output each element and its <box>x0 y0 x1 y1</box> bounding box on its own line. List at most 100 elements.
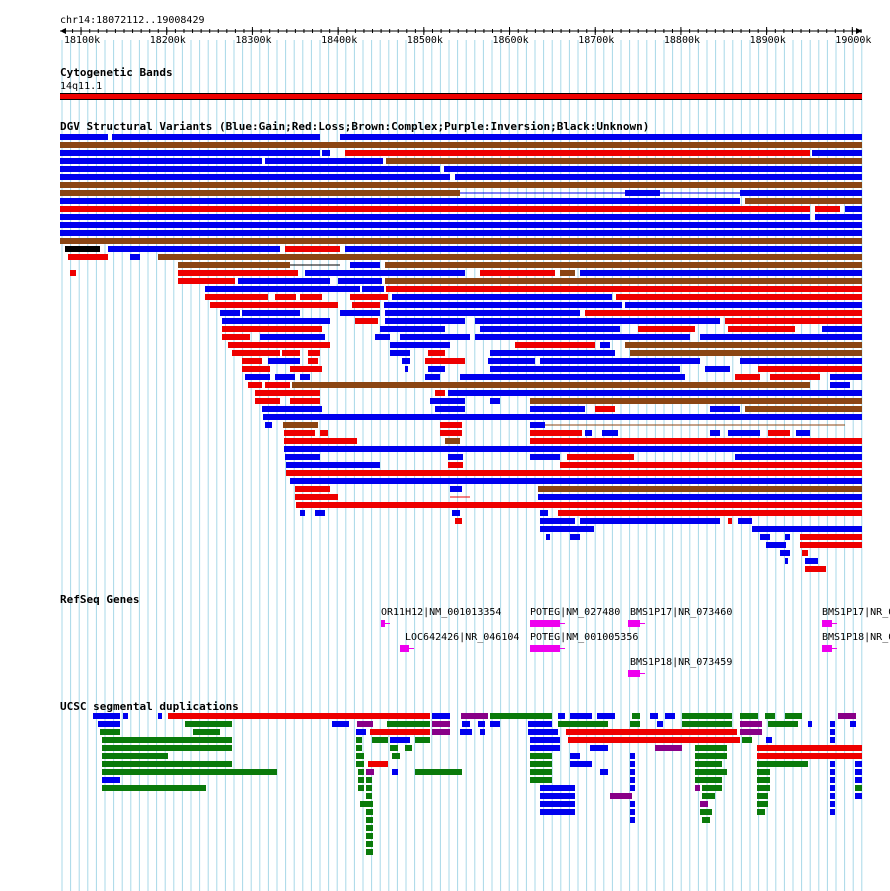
segdup-bar <box>530 753 552 759</box>
segdup-bar <box>757 745 862 751</box>
variant-bar <box>740 190 862 196</box>
segdup-bar <box>695 745 727 751</box>
cytoband-bar[interactable] <box>60 93 862 100</box>
segdup-bar <box>682 721 732 727</box>
variant-bar <box>385 310 580 316</box>
segdup-bar <box>830 777 835 783</box>
segdup-bar <box>102 769 277 775</box>
variant-bar <box>452 510 460 516</box>
segdup-bar <box>540 809 575 815</box>
segdup-bar <box>740 721 762 727</box>
segdup-bar <box>742 737 752 743</box>
segdup-bar <box>366 777 372 783</box>
segdup-bar <box>695 761 722 767</box>
segdup-bar <box>830 737 835 743</box>
segdup-bar <box>357 721 373 727</box>
variant-bar <box>290 398 320 404</box>
gene-label-bms1p18-2[interactable]: BMS1P18|NR_0 <box>822 632 890 643</box>
variant-bar <box>440 430 462 436</box>
segdup-bar <box>460 729 472 735</box>
segdup-bar <box>665 713 675 719</box>
segdup-bar <box>766 737 772 743</box>
segdup-bar <box>392 753 400 759</box>
variant-bar <box>300 294 322 300</box>
variant-bar <box>770 374 820 380</box>
variant-bar <box>386 158 862 164</box>
segdup-bar <box>630 721 640 727</box>
gene-label-poteg-2[interactable]: POTEG|NM_001005356 <box>530 632 639 643</box>
dgv-track-title[interactable]: DGV Structural Variants (Blue:Gain;Red:L… <box>60 120 650 133</box>
refseq-track-title[interactable]: RefSeq Genes <box>60 593 140 606</box>
variant-bar <box>178 270 298 276</box>
segdup-bar <box>360 801 366 807</box>
cytoband-track-title[interactable]: Cytogenetic Bands <box>60 66 173 79</box>
segdup-bar <box>530 769 552 775</box>
variant-bar <box>286 462 380 468</box>
variant-bar <box>745 198 862 204</box>
variant-bar <box>210 302 338 308</box>
segdup-bar <box>432 713 450 719</box>
segdup-bar <box>566 729 737 735</box>
variant-bar <box>530 438 862 444</box>
variant-bar <box>812 150 862 156</box>
variant-bar <box>265 382 290 388</box>
variant-bar <box>585 430 592 436</box>
segdup-bar <box>356 753 364 759</box>
variant-bar <box>60 142 862 148</box>
segdup-track-title[interactable]: UCSC segmental duplications <box>60 700 239 713</box>
segdup-bar <box>390 745 398 751</box>
gene-label-bms1p17-1[interactable]: BMS1P17|NR_073460 <box>630 607 733 618</box>
variant-bar <box>802 550 808 556</box>
segdup-bar <box>630 801 635 807</box>
segdup-bar <box>366 785 372 791</box>
ruler-tick-label: 18800k <box>663 35 701 46</box>
variant-bar <box>455 174 862 180</box>
variant-bar <box>60 198 740 204</box>
variant-bar <box>295 486 330 492</box>
variant-bar <box>540 526 594 532</box>
variant-bar <box>405 366 408 372</box>
variant-bar <box>625 302 862 308</box>
variant-bar <box>255 390 320 396</box>
variant-bar <box>558 510 862 516</box>
variant-bar <box>530 406 585 412</box>
segdup-bar <box>530 745 560 751</box>
variant-bar <box>262 406 322 412</box>
variant-bar <box>766 542 786 548</box>
segdup-bar <box>558 721 608 727</box>
gene-label-bms1p18-1[interactable]: BMS1P18|NR_073459 <box>630 657 733 668</box>
segdup-bar <box>193 729 220 735</box>
variant-bar <box>60 222 862 228</box>
segdup-bar <box>695 777 722 783</box>
variant-bar <box>580 270 862 276</box>
variant-bar <box>530 454 560 460</box>
segdup-bar <box>630 753 635 759</box>
variant-bar <box>283 422 318 428</box>
gene-label-bms1p17-2[interactable]: BMS1P17|NR_0 <box>822 607 890 618</box>
variant-bar <box>158 254 862 260</box>
gene-label-loc642426[interactable]: LOC642426|NR_046104 <box>405 632 520 643</box>
segdup-bar <box>830 785 835 791</box>
variant-bar <box>625 190 660 196</box>
variant-bar <box>480 326 620 332</box>
variant-bar <box>570 534 580 540</box>
segdup-bar <box>597 713 615 719</box>
gene-label-poteg-1[interactable]: POTEG|NM_027480 <box>530 607 621 618</box>
gene-label-or11h12[interactable]: OR11H12|NM_001013354 <box>381 607 502 618</box>
segdup-bar <box>855 777 862 783</box>
variant-bar <box>705 366 730 372</box>
segdup-bar <box>102 785 206 791</box>
variant-bar <box>448 390 862 396</box>
variant-bar <box>630 350 862 356</box>
variant-bar <box>355 318 378 324</box>
variant-bar <box>385 262 862 268</box>
segdup-bar <box>366 833 373 839</box>
segdup-bar <box>123 713 128 719</box>
variant-bar <box>375 334 390 340</box>
variant-bar <box>60 230 862 236</box>
segdup-bar <box>855 761 862 767</box>
segdup-bar <box>356 737 362 743</box>
segdup-bar <box>855 785 862 791</box>
variant-bar <box>245 374 270 380</box>
variant-bar <box>546 534 550 540</box>
